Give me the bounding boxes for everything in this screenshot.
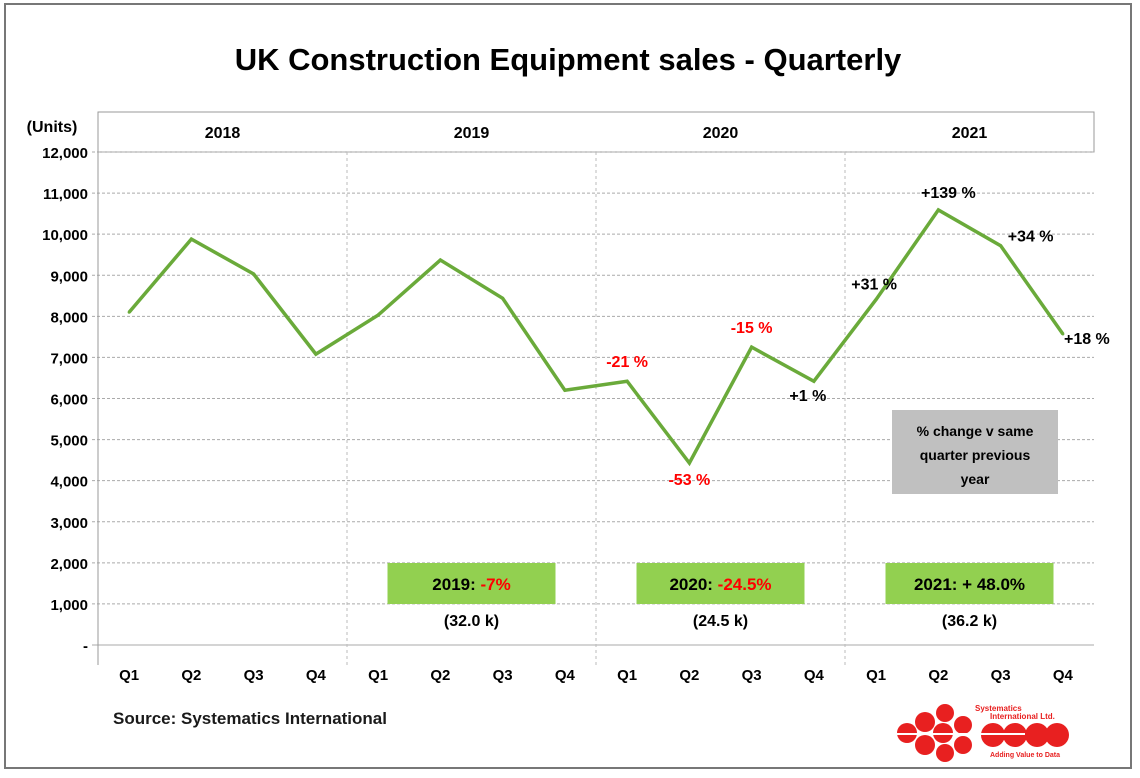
point-label: +34 % bbox=[1008, 229, 1054, 246]
y-tick-label: 11,000 bbox=[43, 186, 88, 203]
x-tick-label: Q2 bbox=[679, 667, 699, 684]
chart-title: UK Construction Equipment sales - Quarte… bbox=[235, 42, 902, 77]
data-point bbox=[563, 388, 567, 392]
point-label: -21 % bbox=[606, 354, 648, 371]
x-tick-label: Q1 bbox=[866, 667, 886, 684]
point-label: +1 % bbox=[789, 388, 826, 405]
point-label: +18 % bbox=[1064, 331, 1110, 348]
y-axis-label: (Units) bbox=[27, 119, 78, 136]
y-tick-label: 3,000 bbox=[50, 515, 88, 532]
data-point bbox=[189, 237, 193, 241]
annual-year-label: 2020: bbox=[669, 575, 717, 594]
source-text: Source: Systematics International bbox=[113, 709, 387, 728]
annual-total: (36.2 k) bbox=[942, 613, 997, 630]
x-tick-label: Q4 bbox=[306, 667, 327, 684]
point-label: -53 % bbox=[668, 472, 710, 489]
x-tick-label: Q3 bbox=[742, 667, 762, 684]
point-label: -15 % bbox=[731, 320, 773, 337]
x-tick-label: Q2 bbox=[181, 667, 201, 684]
x-tick-label: Q3 bbox=[493, 667, 513, 684]
annual-change-text: 2020: -24.5% bbox=[669, 575, 771, 594]
x-tick-label: Q3 bbox=[991, 667, 1011, 684]
annual-change-value: -24.5% bbox=[718, 575, 772, 594]
svg-text:Adding Value to Data: Adding Value to Data bbox=[990, 752, 1060, 759]
legend-note-box bbox=[892, 410, 1058, 494]
data-point bbox=[314, 352, 318, 356]
data-point bbox=[687, 461, 691, 465]
y-tick-label: 9,000 bbox=[50, 268, 88, 285]
year-header-band bbox=[97, 111, 1095, 153]
annual-change-box bbox=[636, 563, 805, 604]
data-point bbox=[376, 313, 380, 317]
y-tick-label: 7,000 bbox=[50, 350, 88, 367]
annual-total: (24.5 k) bbox=[693, 613, 748, 630]
data-point bbox=[252, 272, 256, 276]
year-label: 2020 bbox=[703, 125, 739, 142]
y-tick-label: 12,000 bbox=[42, 145, 88, 162]
y-tick-label: 5,000 bbox=[50, 433, 88, 450]
svg-text:International Ltd.: International Ltd. bbox=[990, 712, 1055, 721]
legend-note-text: quarter previous bbox=[920, 447, 1031, 463]
annual-change-text: 2019: -7% bbox=[432, 575, 510, 594]
legend-note-text: % change v same bbox=[917, 423, 1034, 439]
x-tick-label: Q1 bbox=[368, 667, 388, 684]
year-label: 2018 bbox=[205, 125, 241, 142]
y-tick-label: 10,000 bbox=[42, 227, 88, 244]
data-point bbox=[874, 297, 878, 301]
annual-year-label: 2021: bbox=[914, 575, 962, 594]
data-point bbox=[625, 379, 629, 383]
point-label: +139 % bbox=[921, 185, 976, 202]
annual-change-value: -7% bbox=[480, 575, 510, 594]
annual-total: (32.0 k) bbox=[444, 613, 499, 630]
legend-note-text: year bbox=[961, 471, 990, 487]
y-tick-label: 6,000 bbox=[50, 392, 88, 409]
data-point bbox=[438, 258, 442, 262]
chart-frame bbox=[4, 3, 1132, 769]
data-point bbox=[501, 296, 505, 300]
series-line bbox=[127, 207, 1065, 467]
data-point bbox=[750, 345, 754, 349]
x-tick-label: Q2 bbox=[430, 667, 450, 684]
data-point bbox=[1061, 332, 1065, 336]
data-point bbox=[127, 310, 131, 314]
x-tick-label: Q4 bbox=[1053, 667, 1074, 684]
x-tick-label: Q4 bbox=[555, 667, 576, 684]
x-tick-label: Q4 bbox=[804, 667, 825, 684]
data-point bbox=[999, 244, 1003, 248]
year-label: 2019 bbox=[454, 125, 490, 142]
x-tick-label: Q1 bbox=[617, 667, 637, 684]
annual-change-box bbox=[387, 563, 556, 604]
x-tick-label: Q3 bbox=[244, 667, 264, 684]
data-point bbox=[812, 379, 816, 383]
x-tick-label: Q2 bbox=[928, 667, 948, 684]
y-tick-label: - bbox=[83, 638, 88, 655]
annual-change-text: 2021: + 48.0% bbox=[914, 575, 1025, 594]
x-tick-label: Q1 bbox=[119, 667, 139, 684]
annual-change-box bbox=[885, 563, 1054, 604]
y-tick-label: 1,000 bbox=[50, 597, 88, 614]
annual-change-value: + 48.0% bbox=[962, 575, 1025, 594]
y-tick-label: 4,000 bbox=[50, 474, 88, 491]
y-tick-label: 8,000 bbox=[50, 309, 88, 326]
svg-text:Systematics: Systematics bbox=[975, 704, 1022, 713]
year-label: 2021 bbox=[952, 125, 988, 142]
company-logo: Systematics International Ltd. Adding Va… bbox=[895, 704, 1069, 762]
annual-year-label: 2019: bbox=[432, 575, 480, 594]
data-point bbox=[936, 208, 940, 212]
y-tick-label: 2,000 bbox=[50, 556, 88, 573]
point-label: +31 % bbox=[851, 276, 897, 293]
